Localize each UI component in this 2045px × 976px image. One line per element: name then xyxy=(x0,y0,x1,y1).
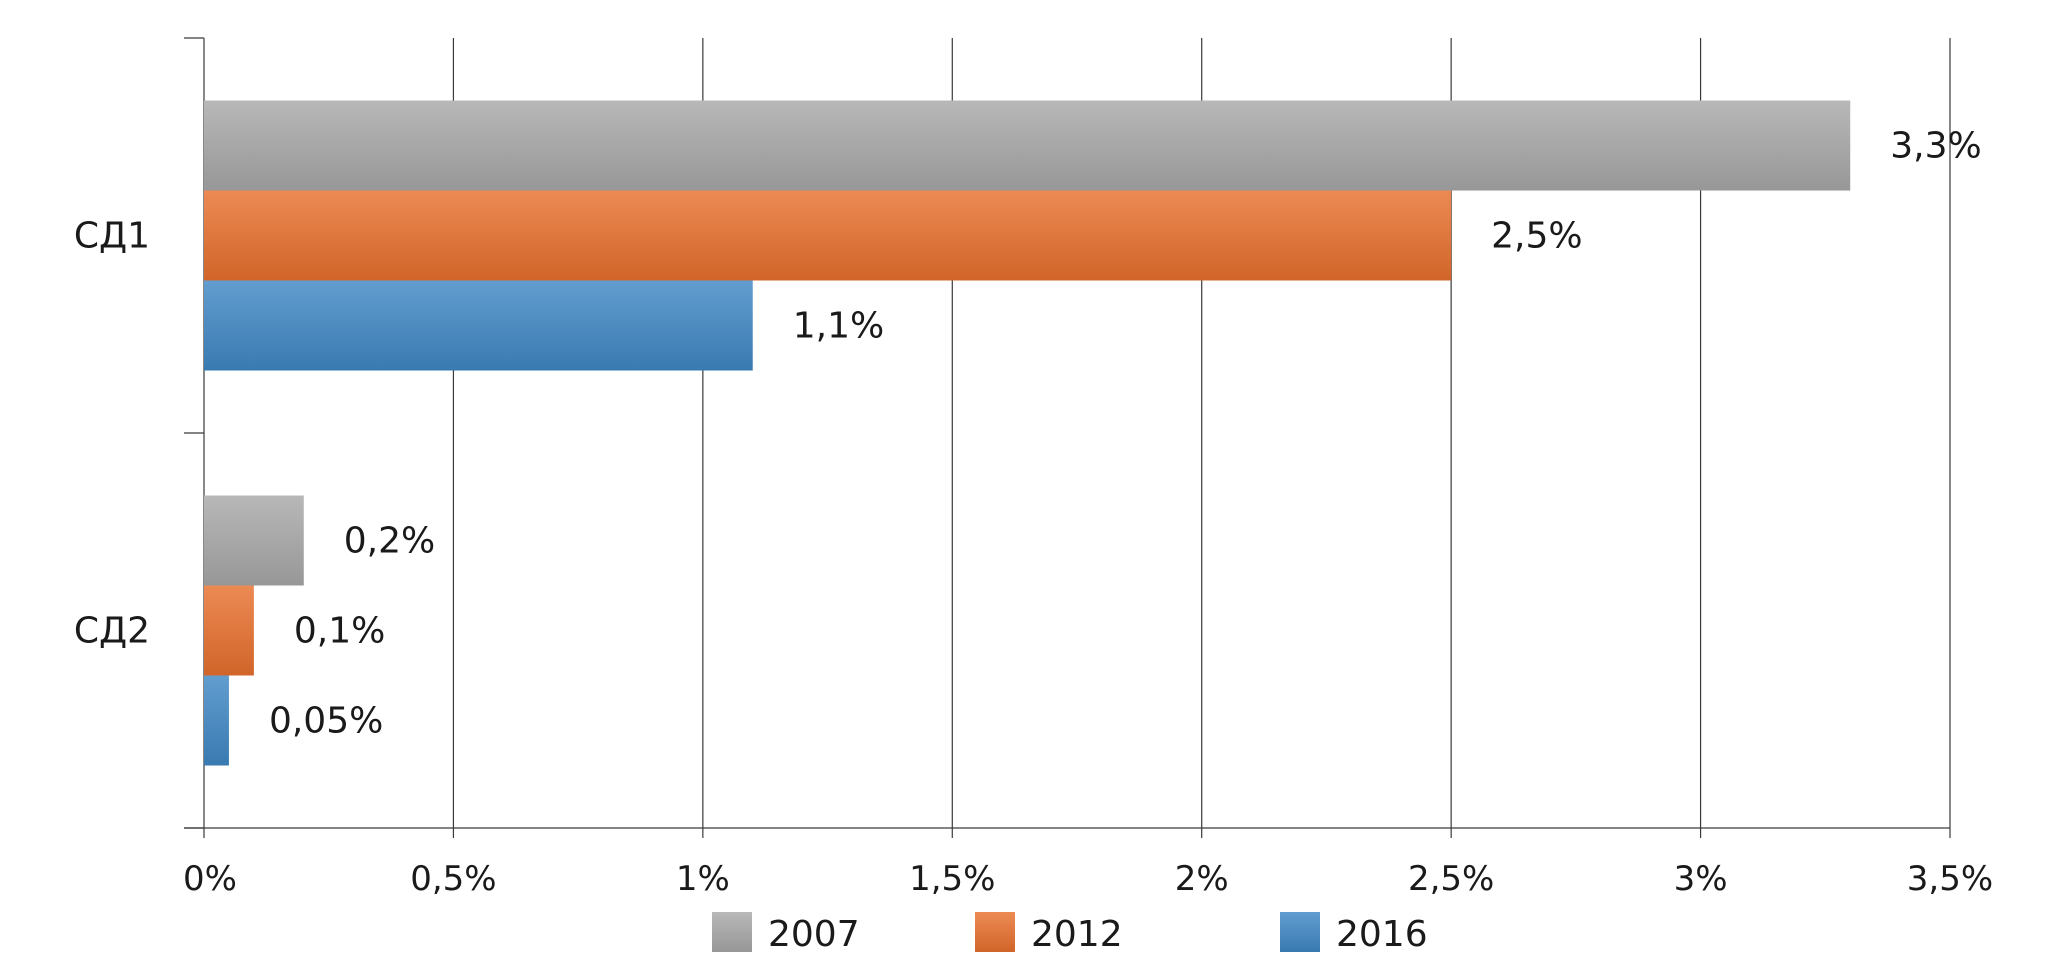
bar-2012-СД1 xyxy=(204,190,1452,281)
axes: 0% 0,5% 1% 1,5% 2% 2,5% 3% 3,5% СД1 СД2 xyxy=(74,37,1993,899)
bar-2016-СД2 xyxy=(204,675,229,766)
data-label: 0,2% xyxy=(344,521,435,562)
data-label: 0,05% xyxy=(269,701,383,742)
legend-swatch xyxy=(1280,912,1320,952)
x-tick-label: 3% xyxy=(1674,859,1728,899)
category-label: СД2 xyxy=(74,611,150,652)
bar-2012-СД2 xyxy=(204,585,254,676)
bars xyxy=(204,100,1851,766)
data-label: 2,5% xyxy=(1491,216,1582,257)
data-label: 3,3% xyxy=(1890,126,1981,167)
x-tick-label: 2% xyxy=(1175,859,1229,899)
bar-2016-СД1 xyxy=(204,280,753,371)
legend-swatch xyxy=(975,912,1015,952)
x-tick-label: 2,5% xyxy=(1408,859,1494,899)
x-tick-label: 1,5% xyxy=(909,859,995,899)
bar-2007-СД2 xyxy=(204,495,304,586)
legend-swatch xyxy=(712,912,752,952)
category-label: СД1 xyxy=(74,216,150,257)
data-labels: 3,3% 2,5% 1,1% 0,2% 0,1% 0,05% xyxy=(269,126,1982,742)
data-label: 0,1% xyxy=(294,611,385,652)
bar-2007-СД1 xyxy=(204,100,1851,191)
x-tick-label: 0,5% xyxy=(410,859,496,899)
legend: 2007 2012 2016 xyxy=(712,912,1428,955)
legend-label: 2012 xyxy=(1031,914,1123,955)
legend-label: 2007 xyxy=(768,914,860,955)
x-tick-label: 0% xyxy=(183,859,237,899)
x-tick-label: 3,5% xyxy=(1907,859,1993,899)
x-tick-label: 1% xyxy=(676,859,730,899)
legend-label: 2016 xyxy=(1336,914,1428,955)
data-label: 1,1% xyxy=(793,306,884,347)
